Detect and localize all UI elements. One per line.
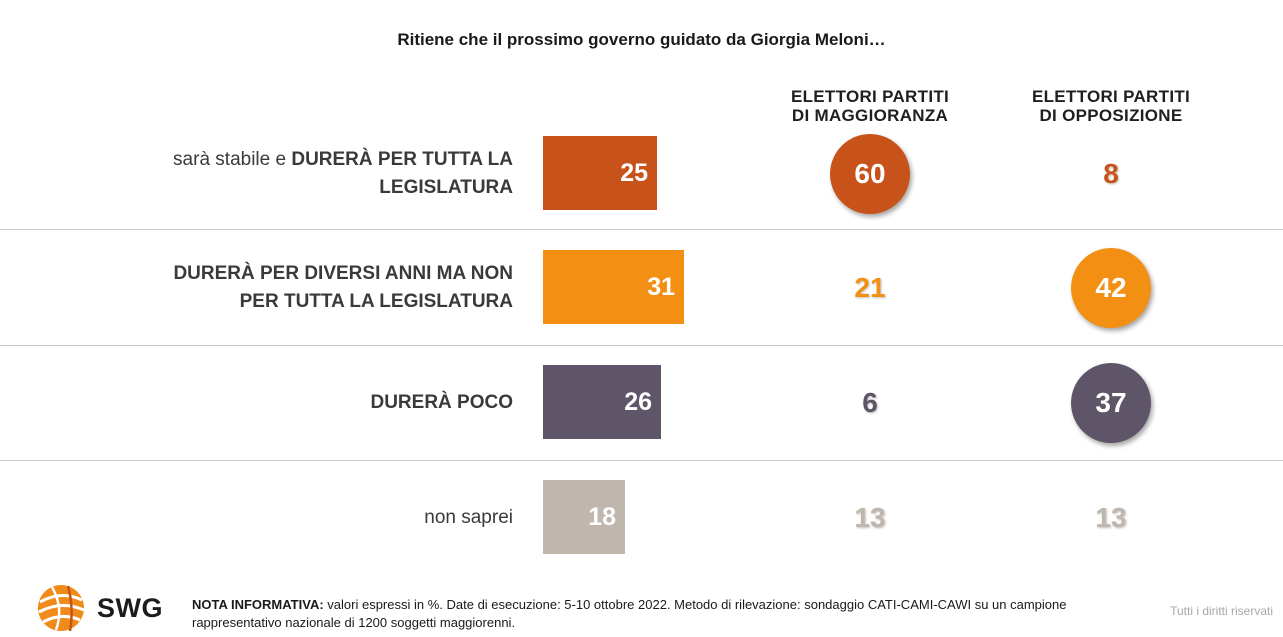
column-header-opposition-line2: DI OPPOSIZIONE — [1039, 106, 1183, 125]
bar-value-label: 25 — [620, 159, 648, 187]
category-label: DURERÀ POCO — [93, 389, 513, 417]
category-label-line: PER TUTTA LA LEGISLATURA — [93, 288, 513, 316]
note-text: valori espressi in %. Date di esecuzione… — [192, 597, 1067, 630]
opposition-value: 8 — [1103, 158, 1119, 189]
column-header-majority-line1: ELETTORI PARTITI — [790, 87, 950, 106]
column-header-majority-line2: DI MAGGIORANZA — [791, 106, 949, 125]
category-label: sarà stabile e DURERÀ PER TUTTA LA LEGISL… — [93, 146, 513, 202]
category-label: non saprei — [93, 504, 513, 532]
bar-value-label: 31 — [647, 273, 675, 301]
opposition-value: 13 — [1095, 502, 1127, 533]
row-separator — [0, 460, 1283, 461]
opposition-value-circle: 42 — [1071, 248, 1151, 328]
category-label-bold: LEGISLATURA — [379, 177, 513, 198]
bar-value-label: 26 — [624, 388, 652, 416]
bar: 18 — [543, 480, 625, 554]
category-label-line: sarà stabile e DURERÀ PER TUTTA LA — [93, 146, 513, 174]
column-header-opposition-line1: ELETTORI PARTITI — [1031, 87, 1191, 106]
swg-globe-logo-icon — [38, 585, 85, 632]
category-label-bold: PER TUTTA LA LEGISLATURA — [239, 291, 513, 312]
majority-value: 21 — [854, 272, 886, 303]
chart-row: DURERÀ POCO 26 6 37 — [0, 346, 1283, 460]
column-header-opposition: ELETTORI PARTITI DI OPPOSIZIONE — [1001, 87, 1221, 125]
category-label-bold: DURERÀ PER TUTTA LA — [291, 149, 513, 170]
majority-value: 13 — [854, 502, 886, 533]
category-label-text: non saprei — [424, 507, 513, 528]
chart-title: Ritiene che il prossimo governo guidato … — [397, 30, 886, 49]
category-label-bold: DURERÀ POCO — [370, 392, 513, 413]
note-label: NOTA INFORMATIVA: — [192, 597, 324, 612]
brand-name: SWG — [97, 593, 163, 623]
bar: 31 — [543, 250, 684, 324]
category-label: DURERÀ PER DIVERSI ANNI MA NON PER TUTTA … — [93, 260, 513, 316]
column-header-majority: ELETTORI PARTITI DI MAGGIORANZA — [760, 87, 980, 125]
row-separator — [0, 229, 1283, 230]
category-label-line: DURERÀ PER DIVERSI ANNI MA NON — [93, 260, 513, 288]
copyright-notice: Tutti i diritti riservati — [1170, 604, 1273, 618]
bar: 26 — [543, 365, 661, 439]
methodology-note: NOTA INFORMATIVA: valori espressi in %. … — [192, 596, 1132, 632]
category-label-line: DURERÀ POCO — [93, 389, 513, 417]
majority-value-circle: 60 — [830, 134, 910, 214]
row-separator — [0, 345, 1283, 346]
chart-row: non saprei 18 13 13 — [0, 461, 1283, 575]
category-label-bold: DURERÀ PER DIVERSI ANNI MA NON — [173, 263, 513, 284]
bar-value-label: 18 — [588, 503, 616, 531]
chart-row: DURERÀ PER DIVERSI ANNI MA NON PER TUTTA … — [0, 231, 1283, 345]
majority-value: 6 — [862, 387, 878, 418]
category-label-line: non saprei — [93, 504, 513, 532]
category-label-line: LEGISLATURA — [93, 174, 513, 202]
chart-row: sarà stabile e DURERÀ PER TUTTA LA LEGISL… — [0, 117, 1283, 231]
opposition-value-circle: 37 — [1071, 363, 1151, 443]
bar: 25 — [543, 136, 657, 210]
category-label-text: sarà stabile e — [173, 149, 292, 170]
